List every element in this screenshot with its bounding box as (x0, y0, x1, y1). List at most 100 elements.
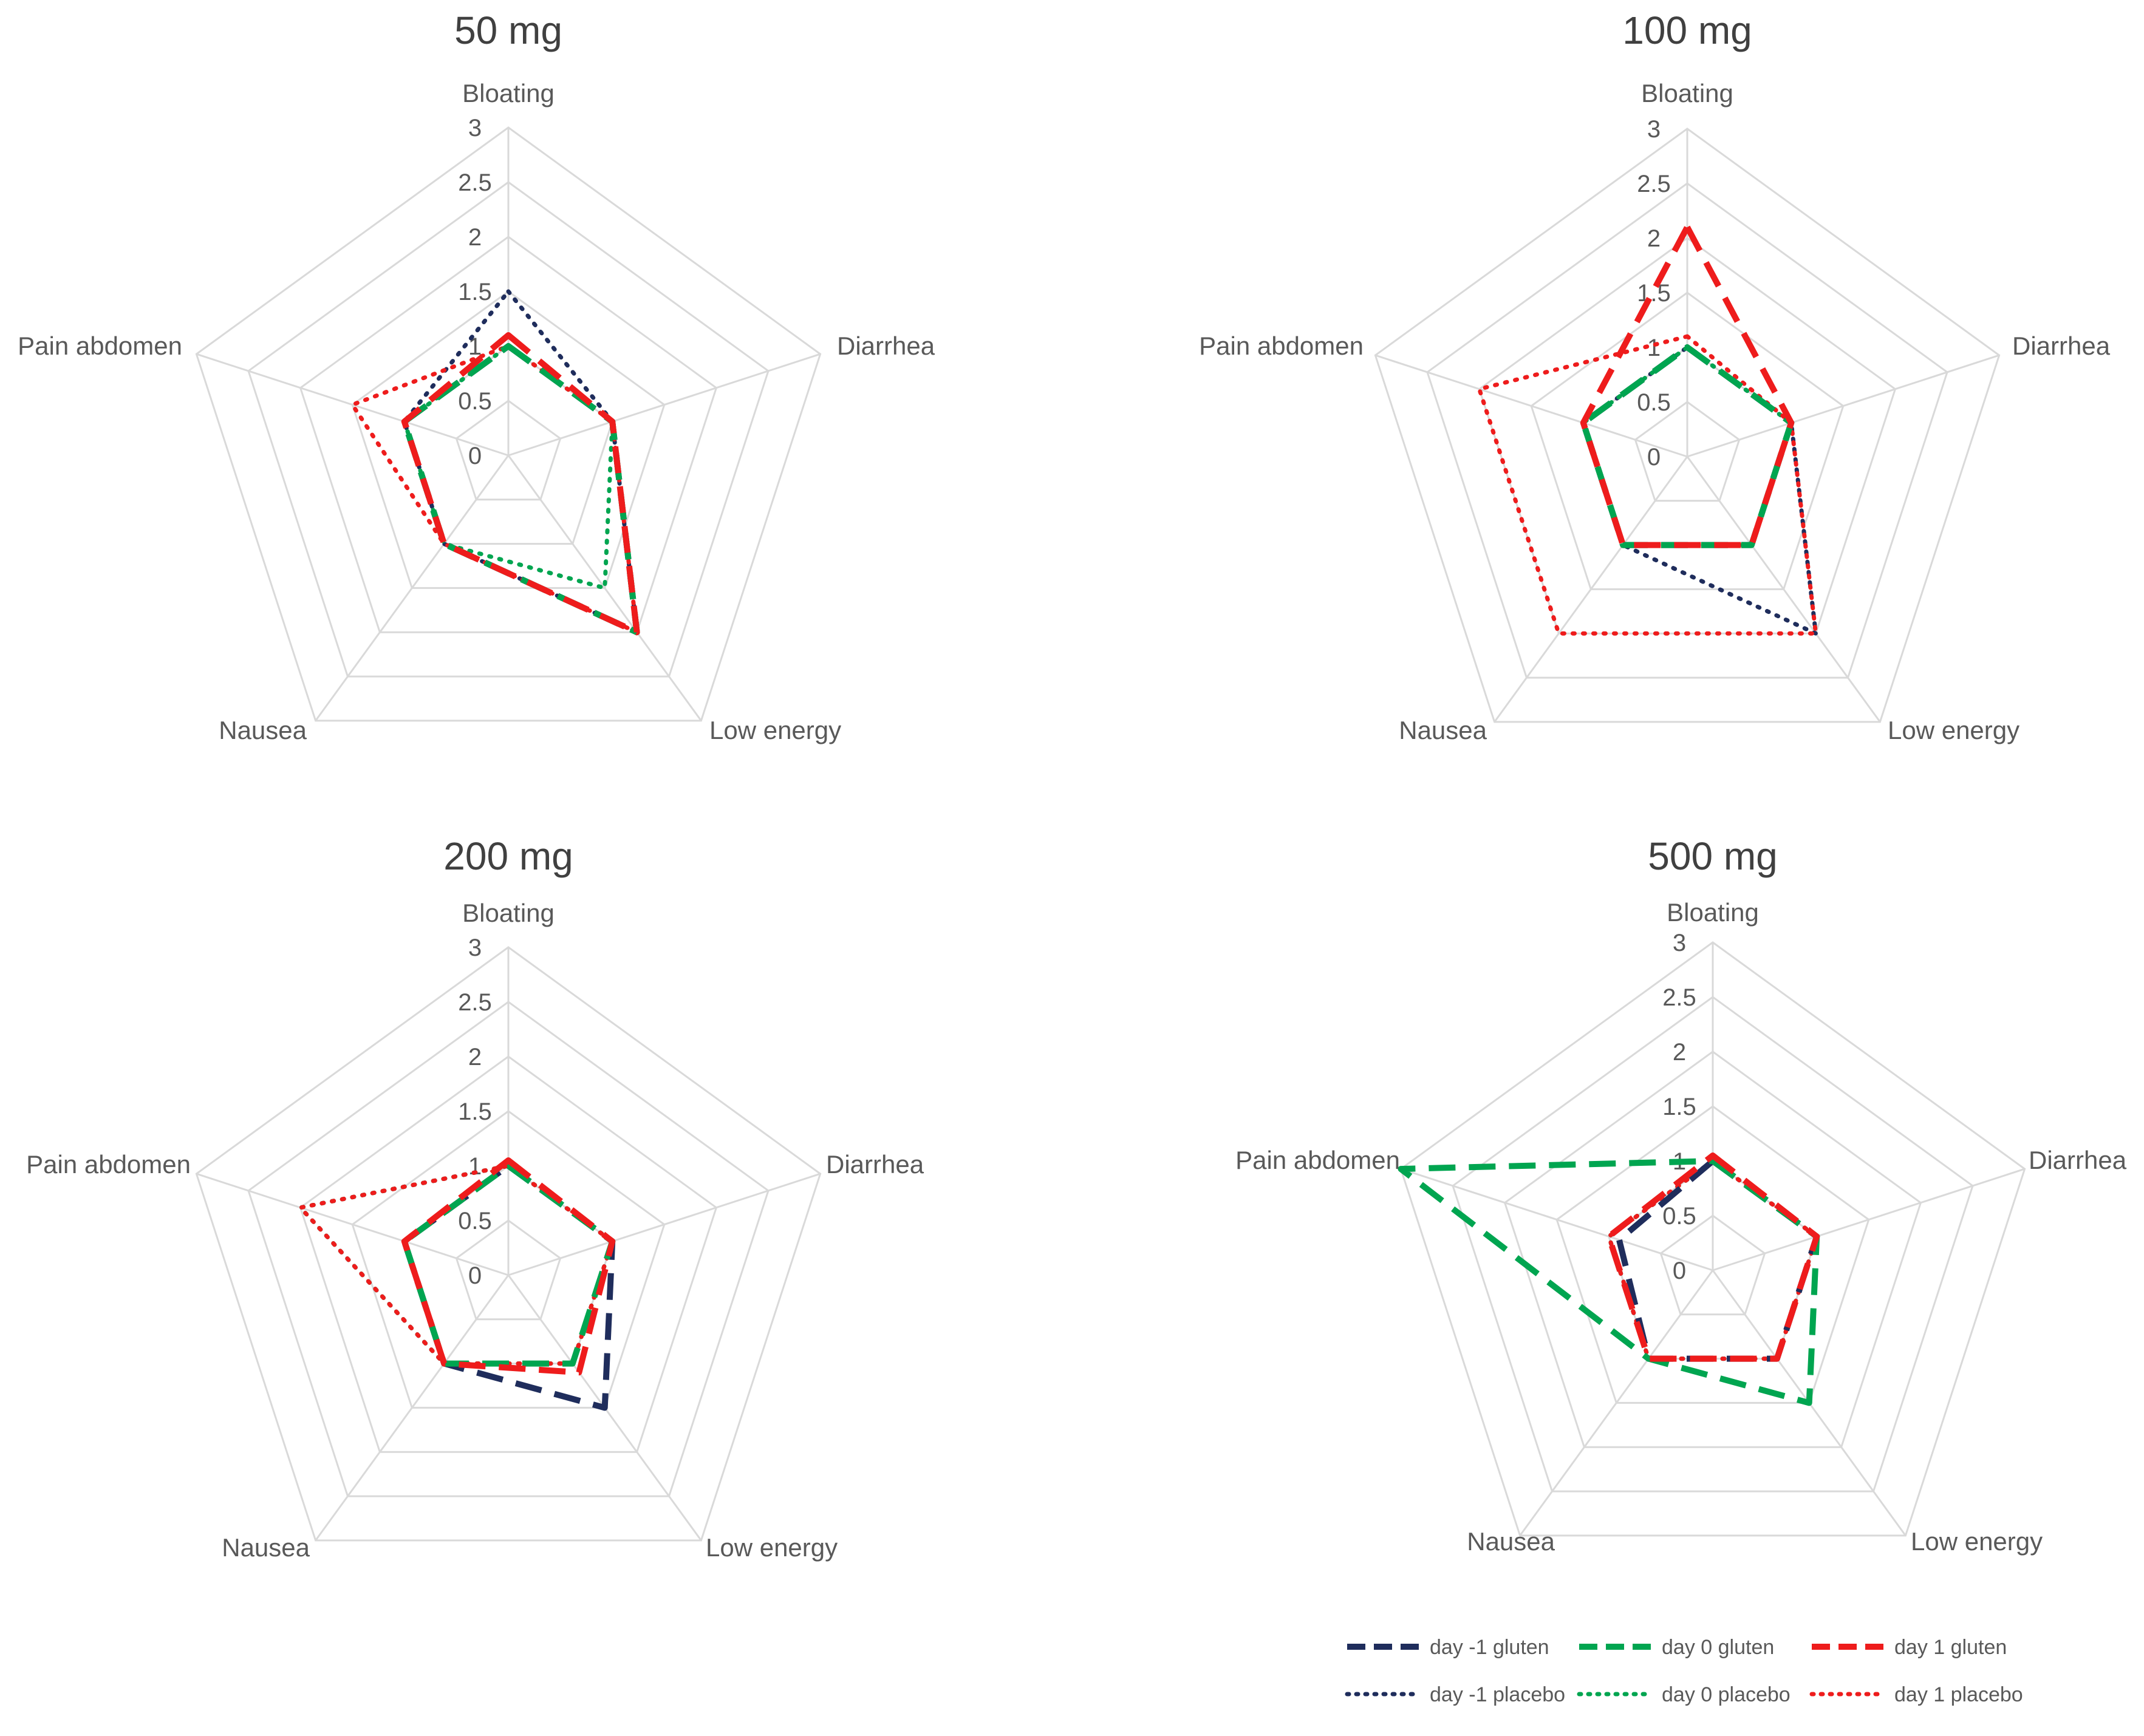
tick-label: 2.5 (458, 989, 492, 1016)
axis-label-low-energy: Low energy (1888, 716, 2019, 744)
radar-spoke (1494, 456, 1688, 723)
radar-spoke (1712, 1168, 2026, 1271)
tick-label: 2 (468, 224, 482, 251)
tick-label: 2.5 (1662, 984, 1696, 1011)
tick-labels: 0 0.5 1 1.5 2 2.5 3 (458, 934, 492, 1289)
radar-spoke (1686, 456, 1881, 723)
series-d_m1_placebo (1581, 345, 1818, 636)
gridline-ring (247, 181, 770, 678)
tick-label: 3 (1673, 930, 1686, 956)
legend-item-d_0_gluten: day 0 gluten (1579, 1636, 1774, 1659)
series-d_0_gluten (401, 1163, 616, 1367)
tick-label: 0.5 (1662, 1203, 1696, 1230)
tick-label: 1 (468, 1153, 482, 1180)
gridline-ring (1503, 1050, 1922, 1448)
tick-label: 2.5 (1637, 171, 1671, 197)
tick-label: 2.5 (458, 169, 492, 196)
radar-grid (1399, 941, 2026, 1537)
gridline-ring (1659, 1214, 1766, 1316)
tick-label: 1 (1647, 335, 1661, 361)
legend-label: day -1 gluten (1430, 1636, 1549, 1659)
tick-label: 0.5 (458, 388, 492, 415)
series-d_1_gluten (1580, 224, 1795, 548)
tick-label: 0.5 (458, 1208, 492, 1234)
tick-label: 2 (1673, 1039, 1686, 1066)
radar-spoke (196, 1173, 509, 1276)
gridline-ring (1374, 128, 2001, 723)
series-d_1_placebo (350, 344, 640, 635)
gridline-ring (247, 1001, 770, 1497)
radar-spoke (1374, 354, 1688, 458)
axis-label-low-energy: Low energy (1911, 1527, 2043, 1556)
tick-label: 0 (1673, 1258, 1686, 1284)
radar-grid (195, 946, 822, 1542)
axis-label-bloating: Bloating (462, 79, 555, 107)
tick-label: 1.5 (458, 279, 492, 305)
tick-label: 0.5 (1637, 389, 1671, 416)
axis-label-pain-abdomen: Pain abdomen (1235, 1146, 1400, 1174)
gridline-ring (351, 290, 666, 589)
tick-label: 3 (1647, 116, 1661, 143)
gridline-ring (455, 1219, 562, 1321)
series-d_1_gluten (1605, 1152, 1820, 1362)
series-d_0_gluten (1398, 1158, 1820, 1406)
tick-label: 1.5 (1662, 1094, 1696, 1120)
series-group (1398, 1152, 1820, 1406)
legend-label: day 1 placebo (1894, 1683, 2023, 1706)
legend-label: day -1 placebo (1430, 1683, 1565, 1706)
legend-item-d_m1_placebo: day -1 placebo (1345, 1683, 1565, 1706)
axis-label-diarrhea: Diarrhea (837, 332, 935, 360)
legend-item-d_m1_gluten: day -1 gluten (1347, 1636, 1549, 1659)
gridline-ring (299, 1055, 718, 1453)
legend-label: day 1 gluten (1894, 1636, 2007, 1659)
gridline-ring (1452, 996, 1974, 1493)
tick-label: 0 (468, 1262, 482, 1289)
tick-labels: 00.511.522.53 (1637, 116, 1671, 471)
gridline-ring (1530, 291, 1845, 590)
gridline-ring (195, 126, 822, 722)
tick-label: 3 (468, 934, 482, 961)
gridline-ring (1555, 1105, 1870, 1404)
series-d_1_gluten (401, 332, 640, 636)
legend-item-d_1_gluten: day 1 gluten (1812, 1636, 2007, 1659)
series-d_1_placebo (298, 1163, 615, 1366)
axis-label-bloating: Bloating (1667, 898, 1759, 927)
legend: day -1 gluten day 0 gluten day 1 gluten day… (1345, 1636, 2023, 1706)
axis-label-pain-abdomen: Pain abdomen (26, 1150, 191, 1179)
gridline-ring (299, 236, 718, 633)
tick-label: 2 (1647, 225, 1661, 252)
tick-labels: 00.511.522.53 (458, 115, 492, 469)
series-group (350, 289, 640, 636)
series-group (298, 1157, 616, 1411)
axis-label-nausea: Nausea (219, 716, 307, 744)
axis-label-low-energy: Low energy (706, 1533, 838, 1562)
radar-chart-3: 0 0.5 1 1.5 2 2.5 3 200 mg Bloating Diarrhea Low e… (26, 834, 924, 1562)
gridline-ring (455, 400, 562, 501)
radar-grid (195, 126, 822, 722)
series-d_m1_placebo (298, 1163, 615, 1366)
radar-spoke (507, 455, 702, 721)
radar-spoke (508, 353, 821, 457)
axis-label-nausea: Nausea (1399, 716, 1487, 744)
radar-spoke (1400, 1168, 1713, 1271)
tick-label: 1.5 (458, 1098, 492, 1125)
axis-label-bloating: Bloating (1641, 79, 1733, 107)
chart-title: 500 mg (1648, 834, 1777, 878)
axis-label-low-energy: Low energy (709, 716, 841, 744)
legend-item-d_0_placebo: day 0 placebo (1577, 1683, 1791, 1706)
gridline-ring (1634, 401, 1741, 502)
gridline-ring (351, 1110, 666, 1409)
axis-label-nausea: Nausea (222, 1533, 310, 1562)
radar-spoke (196, 353, 509, 457)
radar-spoke (1519, 1270, 1714, 1536)
axis-label-pain-abdomen: Pain abdomen (18, 332, 182, 360)
radar-spoke (508, 1173, 821, 1276)
tick-label: 2 (468, 1044, 482, 1071)
radar-spoke (1687, 354, 2000, 458)
radar-spoke (315, 1275, 510, 1541)
tick-labels: 00.511.522.53 (1662, 930, 1696, 1284)
chart-title: 200 mg (443, 834, 573, 878)
